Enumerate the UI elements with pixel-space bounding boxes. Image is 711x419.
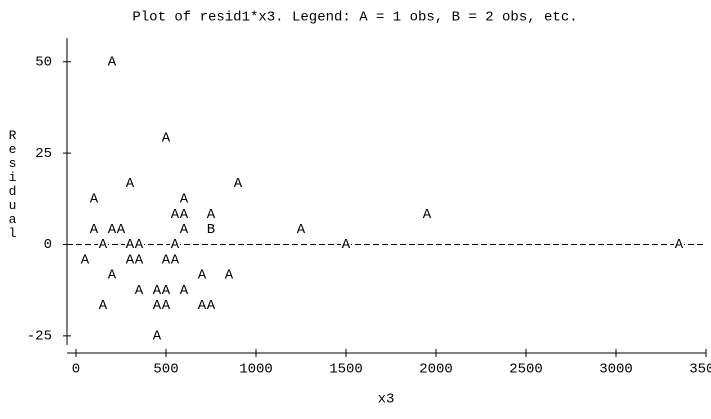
point: A <box>234 176 243 192</box>
point: A <box>198 268 207 284</box>
point: A <box>180 222 189 238</box>
x-axis-label: x3 <box>378 392 395 408</box>
point: A <box>207 207 216 223</box>
marker-bg <box>179 222 189 237</box>
point: A <box>198 298 207 314</box>
marker-bg <box>170 252 180 267</box>
marker-bg <box>161 130 171 145</box>
point: A <box>108 268 117 284</box>
point: A <box>171 253 180 269</box>
marker-bg <box>107 267 117 282</box>
y-tick-label: 0 <box>44 237 52 253</box>
point: A <box>207 298 216 314</box>
point: A <box>126 237 135 253</box>
marker-bg <box>341 237 351 252</box>
point: A <box>117 222 126 238</box>
marker-bg <box>179 283 189 298</box>
marker-bg <box>179 191 189 206</box>
point: A <box>423 207 432 223</box>
marker-bg <box>233 176 243 191</box>
y-tick-label: -25 <box>27 329 52 345</box>
marker-bg <box>134 283 144 298</box>
marker-bg <box>179 207 189 222</box>
marker-bg <box>161 252 171 267</box>
marker-bg <box>206 298 216 313</box>
x-tick-label: 3000 <box>599 362 633 378</box>
x-tick-label: 3500 <box>689 362 711 378</box>
marker-bg <box>422 207 432 222</box>
point: A <box>297 222 306 238</box>
marker-bg <box>107 54 117 69</box>
marker-bg <box>134 252 144 267</box>
y-tick-label: 50 <box>35 54 52 70</box>
marker-bg <box>98 298 108 313</box>
point: A <box>153 283 162 299</box>
point: A <box>180 283 189 299</box>
x-tick-label: 2000 <box>419 362 453 378</box>
x-tick-label: 1000 <box>239 362 273 378</box>
marker-bg <box>89 191 99 206</box>
point: A <box>171 237 180 253</box>
marker-bg <box>161 283 171 298</box>
point: A <box>90 192 99 208</box>
point: A <box>171 207 180 223</box>
marker-bg <box>89 222 99 237</box>
marker-bg <box>98 237 108 252</box>
point: A <box>126 176 135 192</box>
point: A <box>180 207 189 223</box>
point: A <box>135 237 144 253</box>
marker-bg <box>206 222 216 237</box>
point: A <box>225 268 234 284</box>
point: A <box>99 237 108 253</box>
marker-bg <box>152 298 162 313</box>
marker-bg <box>125 176 135 191</box>
point: A <box>153 298 162 314</box>
point: A <box>90 222 99 238</box>
marker-bg <box>80 252 90 267</box>
point: A <box>81 253 90 269</box>
point: A <box>162 253 171 269</box>
y-tick-label: 25 <box>35 146 52 162</box>
point: A <box>135 253 144 269</box>
x-tick-label: 1500 <box>329 362 363 378</box>
marker-bg <box>152 283 162 298</box>
y-axis-label: Residual <box>5 128 20 240</box>
marker-bg <box>125 237 135 252</box>
marker-bg <box>170 207 180 222</box>
point: A <box>342 237 351 253</box>
point: A <box>153 329 162 345</box>
marker-bg <box>206 207 216 222</box>
point: A <box>126 253 135 269</box>
marker-bg <box>107 222 117 237</box>
marker-bg <box>197 267 207 282</box>
point: A <box>675 237 684 253</box>
marker-bg <box>116 222 126 237</box>
x-tick-label: 2500 <box>509 362 543 378</box>
marker-bg <box>152 328 162 343</box>
point: A <box>108 54 117 70</box>
point: A <box>162 283 171 299</box>
point: A <box>162 130 171 146</box>
marker-bg <box>170 237 180 252</box>
point: A <box>108 222 117 238</box>
marker-bg <box>296 222 306 237</box>
point: A <box>180 192 189 208</box>
point: B <box>207 222 215 238</box>
chart-title: Plot of resid1*x3. Legend: A = 1 obs, B … <box>132 10 577 26</box>
x-tick-label: 0 <box>72 362 80 378</box>
point: A <box>162 298 171 314</box>
x-tick-label: 500 <box>153 362 178 378</box>
point: A <box>135 283 144 299</box>
marker-bg <box>161 298 171 313</box>
marker-bg <box>674 237 684 252</box>
marker-bg <box>224 267 234 282</box>
marker-bg <box>197 298 207 313</box>
marker-bg <box>134 237 144 252</box>
point: A <box>99 298 108 314</box>
marker-bg <box>125 252 135 267</box>
